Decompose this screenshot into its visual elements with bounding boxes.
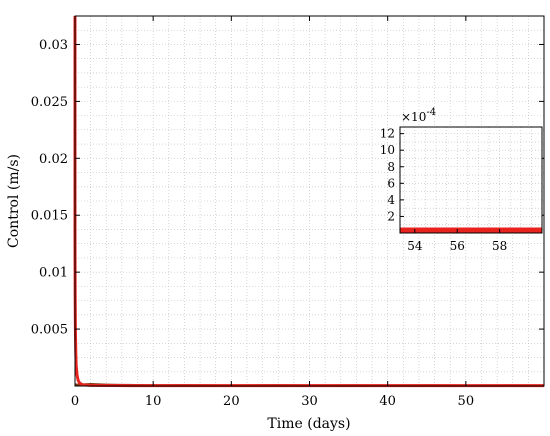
x-tick-label: 0 <box>71 394 79 409</box>
x-tick-label: 30 <box>301 394 318 409</box>
y-tick-label: 0.015 <box>31 209 68 224</box>
main-ticks: 0 10 20 30 40 50 0.005 0.01 0.015 0.02 0.025 0.03 <box>31 16 544 409</box>
inset-ticks: 54 56 58 2 4 6 8 10 12 <box>380 127 508 253</box>
inset-y-tick-label: 4 <box>387 193 395 207</box>
inset-y-tick-label: 6 <box>387 176 395 190</box>
x-tick-label: 10 <box>145 394 162 409</box>
inset-y-tick-label: 8 <box>387 160 395 174</box>
x-tick-label: 40 <box>379 394 396 409</box>
inset-frame <box>399 126 543 234</box>
y-tick-label: 0.025 <box>31 95 68 110</box>
y-tick-label: 0.01 <box>39 266 68 281</box>
x-tick-label: 50 <box>458 394 475 409</box>
y-tick-label: 0.03 <box>39 38 68 53</box>
inset-y-tick-label: 12 <box>380 127 395 141</box>
x-tick-label: 20 <box>223 394 240 409</box>
y-axis-label: Control (m/s) <box>6 154 22 248</box>
inset-y-multiplier: ×10-4 <box>401 107 436 124</box>
inset-series-band <box>399 227 543 233</box>
inset-x-tick-label: 54 <box>407 239 423 253</box>
inset-x-tick-label: 58 <box>492 239 507 253</box>
inset-series <box>399 227 543 233</box>
inset-x-tick-label: 56 <box>450 239 465 253</box>
inset-y-multiplier-exponent: -4 <box>426 107 436 118</box>
inset-background <box>400 127 542 233</box>
x-axis-label: Time (days) <box>267 416 350 432</box>
inset-y-tick-label: 2 <box>387 209 395 223</box>
y-tick-label: 0.02 <box>39 152 68 167</box>
inset-y-multiplier-base: ×10 <box>401 110 426 124</box>
inset-y-tick-label: 10 <box>380 143 395 157</box>
y-tick-label: 0.005 <box>31 323 68 338</box>
